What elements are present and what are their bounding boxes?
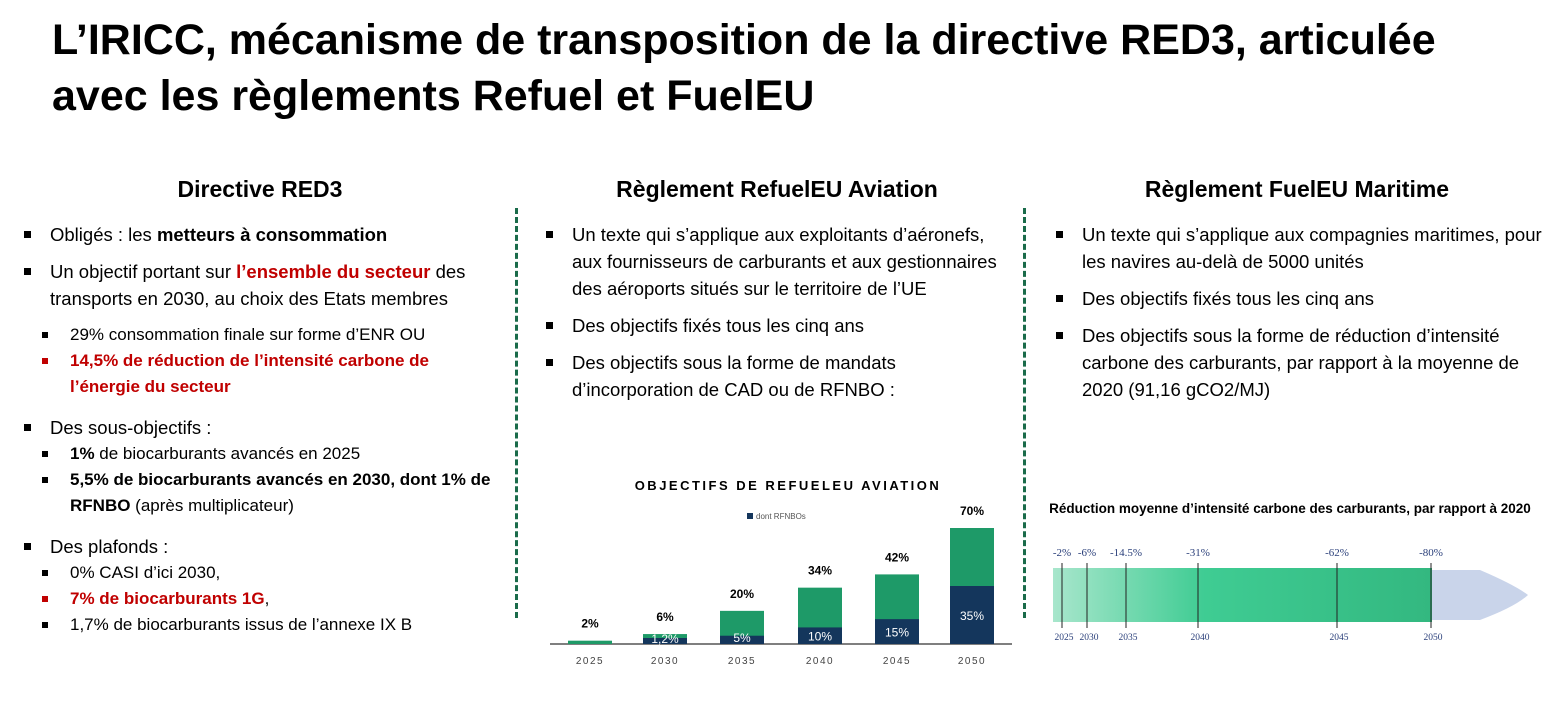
year-label: 2030 [1080, 633, 1099, 643]
bar-total-label: 20% [730, 587, 754, 601]
x-tick-label: 2030 [651, 656, 679, 667]
reduction-label: -31% [1186, 547, 1210, 559]
chart-title: OBJECTIFS DE REFUELEU AVIATION [635, 478, 942, 493]
year-label: 2025 [1055, 633, 1074, 643]
bar-rfnbo-label: 15% [885, 626, 909, 640]
ship-bow-icon [1432, 570, 1528, 620]
sub-bullet: 1,7% de biocarburants issus de l’annexe … [20, 612, 500, 638]
bullet: Obligés : les metteurs à consommation [20, 221, 500, 248]
text: Un objectif portant sur [50, 261, 237, 282]
text: de biocarburants avancés en 2025 [94, 444, 361, 463]
bullet: Des objectifs fixés tous les cinq ans [1052, 285, 1542, 312]
bar-rfnbo [875, 619, 919, 644]
bullet: Des objectifs sous la forme de réduction… [1052, 322, 1542, 403]
text: , [264, 589, 270, 608]
sub-bullet: 5,5% de biocarburants avancés en 2030, d… [20, 467, 500, 519]
text: Obligés : les [50, 224, 157, 245]
chart-title: Réduction moyenne d’intensité carbone de… [1049, 501, 1531, 516]
year-label: 2045 [1330, 633, 1349, 643]
text-bold: 1% [70, 444, 95, 463]
bar-rfnbo-label: 35% [960, 609, 984, 623]
column-fueleu: Règlement FuelEU Maritime Un texte qui s… [1052, 176, 1542, 413]
bar-rfnbo [643, 638, 687, 644]
x-tick-label: 2035 [728, 656, 756, 667]
sub-bullet: 0% CASI d’ici 2030, [20, 560, 500, 586]
bullet: Des plafonds : [20, 533, 500, 560]
year-label: 2035 [1119, 633, 1138, 643]
reduction-label: -6% [1078, 547, 1096, 559]
bar-total-label: 6% [656, 610, 674, 624]
text: des transports en 2030, au choix des Eta… [50, 261, 466, 309]
text-bold: 5,5% de biocarburants avancés en 2030, d… [70, 470, 491, 515]
bullet: Un texte qui s’applique aux compagnies m… [1052, 221, 1542, 275]
sub-bullet: 29% consommation finale sur forme d’ENR … [20, 322, 500, 348]
bullet: Des objectifs fixés tous les cinq ans [542, 312, 1012, 339]
divider [1023, 208, 1026, 618]
fueleu-reduction-chart: Réduction moyenne d’intensité carbone de… [1049, 501, 1531, 643]
text-red: l’ensemble du secteur [236, 261, 431, 282]
bullet: Des sous-objectifs : [20, 414, 500, 441]
refueleu-bar-chart: OBJECTIFS DE REFUELEU AVIATION dont RFNB… [550, 478, 1012, 667]
reduction-label: -62% [1325, 547, 1349, 559]
text-red: 14,5% de réduction de l’intensité carbon… [70, 351, 429, 396]
legend-label: dont RFNBOs [756, 512, 806, 521]
sub-bullet: 14,5% de réduction de l’intensité carbon… [20, 348, 500, 400]
sub-bullet: 7% de biocarburants 1G, [20, 586, 500, 612]
text: (après multiplicateur) [130, 496, 294, 515]
column-refueleu: Règlement RefuelEU Aviation Un texte qui… [542, 176, 1012, 413]
x-tick-label: 2025 [576, 656, 604, 667]
reduction-label: -80% [1419, 547, 1443, 559]
column-red3: Directive RED3 Obligés : les metteurs à … [20, 176, 500, 638]
x-tick-label: 2045 [883, 656, 911, 667]
bullet: Un objectif portant sur l’ensemble du se… [20, 258, 500, 312]
bar-rfnbo-label: 1,2% [651, 632, 679, 646]
text-bold: metteurs à consommation [156, 224, 388, 245]
bar-rfnbo [720, 635, 764, 644]
slide-title: L’IRICC, mécanisme de transposition de l… [52, 16, 1436, 120]
bar-total-label: 2% [581, 617, 599, 631]
sub-bullet: 1% de biocarburants avancés en 2025 [20, 441, 500, 467]
heading-red3: Directive RED3 [177, 176, 343, 202]
divider [515, 208, 518, 618]
bar-rfnbo-label: 5% [733, 631, 751, 645]
bar-rfnbo [950, 586, 994, 644]
bar-total [568, 640, 612, 644]
x-tick-label: 2040 [806, 656, 834, 667]
bullet: Un texte qui s’applique aux exploitants … [542, 221, 1012, 302]
reduction-label: -14.5% [1110, 547, 1142, 559]
heading-fueleu: Règlement FuelEU Maritime [1144, 176, 1450, 202]
bar-total-label: 34% [808, 564, 832, 578]
reduction-bar [1053, 568, 1432, 622]
bar-total-label: 42% [885, 550, 909, 564]
heading-refueleu: Règlement RefuelEU Aviation [616, 176, 938, 202]
bar-rfnbo [798, 627, 842, 644]
text-red: 7% de biocarburants 1G [70, 589, 265, 608]
legend-swatch [747, 513, 753, 519]
bullet: Des objectifs sous la forme de mandats d… [542, 349, 1012, 403]
year-label: 2040 [1191, 633, 1210, 643]
year-label: 2050 [1424, 633, 1443, 643]
reduction-label: -2% [1053, 547, 1071, 559]
x-tick-label: 2050 [958, 656, 986, 667]
bar-total-label: 70% [960, 504, 984, 518]
bar-rfnbo-label: 10% [808, 630, 832, 644]
